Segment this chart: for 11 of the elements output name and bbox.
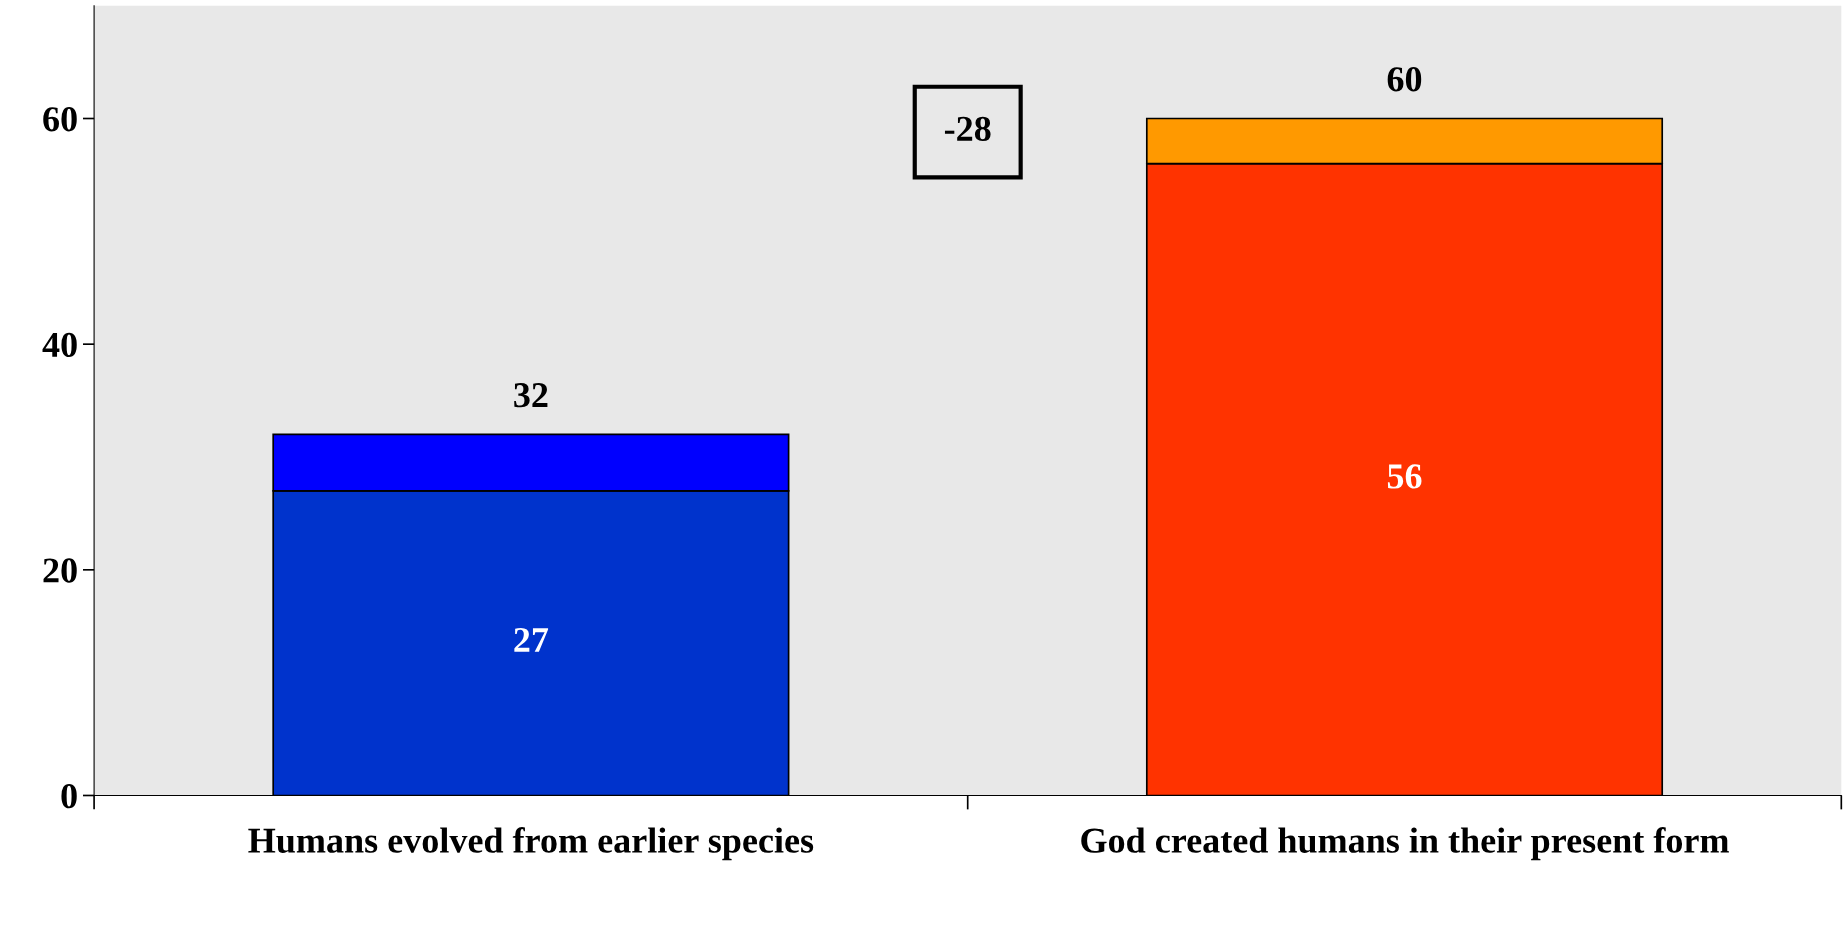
y-tick-label: 0	[61, 783, 77, 809]
data-label: 56	[1387, 464, 1422, 489]
y-tick-label: 20	[43, 558, 77, 583]
x-tick-label: Humans evolved from earlier species	[248, 827, 814, 861]
annotation: -28	[944, 116, 991, 142]
total-label: 32	[514, 383, 548, 408]
x-tick-label: God created humans in their present form	[1081, 827, 1729, 861]
y-tick-label: 40	[42, 332, 77, 358]
data-label: 27	[514, 627, 549, 652]
y-tick-label: 60	[43, 107, 77, 132]
total-label: 60	[1387, 67, 1422, 92]
